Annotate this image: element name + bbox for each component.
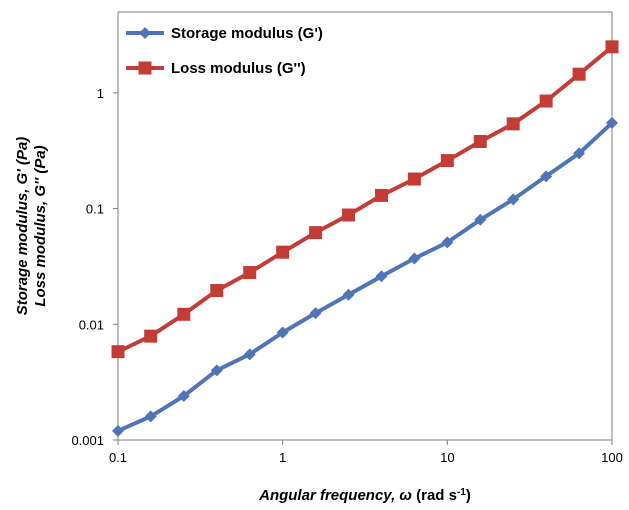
data-point bbox=[572, 67, 586, 81]
y-tick-label: 0.01 bbox=[79, 317, 104, 332]
data-point bbox=[408, 252, 421, 265]
y-tick-label: 0.001 bbox=[71, 433, 104, 448]
y-tick-label: 1 bbox=[97, 86, 104, 101]
data-point bbox=[342, 288, 355, 301]
legend-label: Loss modulus (G'') bbox=[171, 60, 306, 77]
data-point bbox=[144, 329, 158, 343]
data-point bbox=[374, 188, 388, 202]
data-point bbox=[243, 266, 257, 280]
legend-marker bbox=[138, 61, 152, 75]
legend-label: Storage modulus (G') bbox=[171, 25, 323, 42]
x-tick-label: 1 bbox=[279, 450, 286, 465]
data-point bbox=[539, 94, 553, 108]
data-point bbox=[243, 348, 256, 361]
data-point bbox=[342, 208, 356, 222]
data-point bbox=[441, 236, 454, 249]
x-tick-label: 0.1 bbox=[109, 450, 127, 465]
data-point bbox=[210, 283, 224, 297]
data-point bbox=[507, 193, 520, 206]
data-point bbox=[111, 345, 125, 359]
y-axis-title-storage: Storage modulus, G' (Pa) bbox=[14, 137, 31, 316]
legend-item-loss: Loss modulus (G'') bbox=[126, 60, 306, 77]
data-point bbox=[309, 226, 323, 240]
y-tick-label: 0.1 bbox=[86, 202, 104, 217]
plot-area bbox=[117, 11, 613, 441]
data-point bbox=[276, 245, 290, 259]
series-line bbox=[117, 45, 614, 354]
series-storage-modulus bbox=[112, 116, 618, 437]
tick-layer: 0.1 1 10 100 0.001 0.01 0.1 1 bbox=[71, 86, 622, 465]
series-loss-modulus bbox=[111, 40, 619, 359]
data-point bbox=[407, 172, 421, 186]
data-point bbox=[605, 40, 619, 54]
data-point bbox=[144, 410, 157, 423]
data-point bbox=[540, 170, 553, 183]
data-point bbox=[573, 147, 586, 160]
data-point bbox=[474, 213, 487, 226]
data-point bbox=[440, 154, 454, 168]
data-point bbox=[177, 390, 190, 403]
data-point bbox=[473, 134, 487, 148]
data-point bbox=[506, 117, 520, 131]
data-point bbox=[112, 424, 124, 437]
series-line bbox=[117, 121, 614, 433]
data-point bbox=[210, 364, 223, 377]
data-point bbox=[177, 307, 191, 321]
legend: Storage modulus (G') Loss modulus (G'') bbox=[126, 25, 323, 77]
data-point bbox=[606, 116, 618, 129]
series-layer bbox=[111, 40, 619, 437]
legend-item-storage: Storage modulus (G') bbox=[126, 25, 323, 42]
x-axis-title: Angular frequency, ω (rad s-1) bbox=[258, 487, 471, 505]
x-tick-label: 10 bbox=[440, 450, 454, 465]
y-axis-title-loss: Loss modulus, G'' (Pa) bbox=[32, 145, 49, 306]
data-point bbox=[375, 270, 388, 283]
data-point bbox=[309, 307, 322, 320]
x-tick-label: 100 bbox=[601, 450, 623, 465]
legend-marker bbox=[139, 27, 151, 39]
data-point bbox=[276, 326, 289, 339]
